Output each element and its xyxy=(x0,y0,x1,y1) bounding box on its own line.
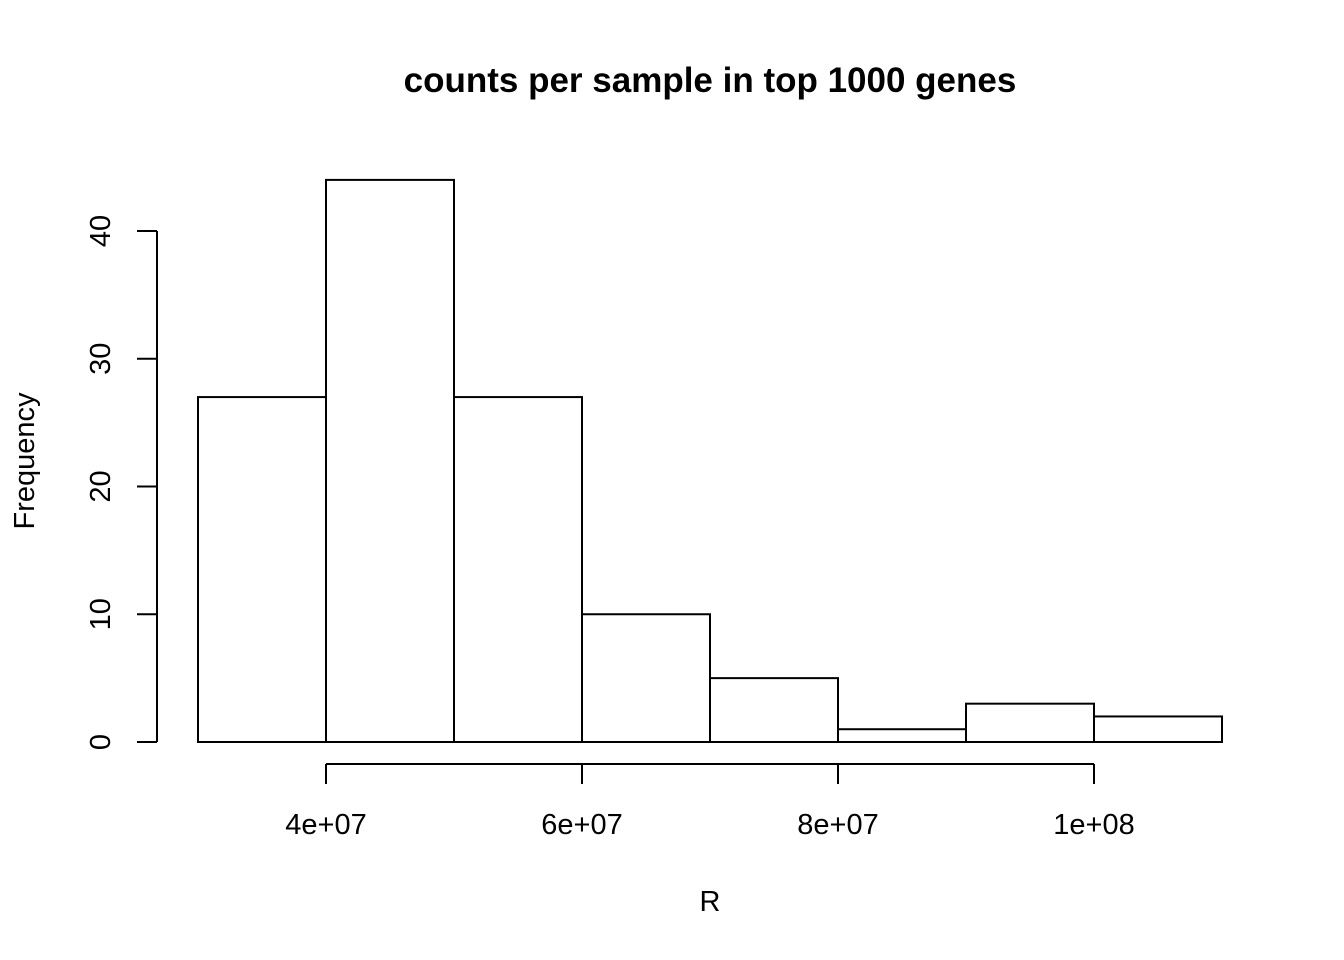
histogram-bar xyxy=(453,396,583,743)
x-tick-label: 6e+07 xyxy=(541,809,622,841)
histogram-bar xyxy=(1093,715,1223,744)
histogram-bar xyxy=(325,178,455,743)
histogram-bar xyxy=(837,728,967,743)
x-tick-label: 8e+07 xyxy=(797,809,878,841)
y-tick-label: 0 xyxy=(85,734,117,750)
y-tick-label: 30 xyxy=(85,343,117,375)
histogram-bar xyxy=(581,613,711,743)
y-tick-label: 10 xyxy=(85,598,117,630)
histogram-bar xyxy=(709,677,839,743)
y-tick-label: 20 xyxy=(85,470,117,502)
bars-group xyxy=(197,178,1223,744)
y-tick-label: 40 xyxy=(85,215,117,247)
y-axis: 0 10 20 30 40 xyxy=(85,215,158,750)
x-tick-label: 4e+07 xyxy=(285,809,366,841)
y-axis-label: Frequency xyxy=(9,392,41,530)
x-axis-label: R xyxy=(700,886,721,918)
histogram-bar xyxy=(965,702,1095,743)
x-axis: 4e+07 6e+07 8e+07 1e+08 xyxy=(285,763,1135,841)
chart-title: counts per sample in top 1000 genes xyxy=(404,61,1017,100)
x-tick-label: 1e+08 xyxy=(1053,809,1134,841)
histogram-bar xyxy=(197,396,327,743)
